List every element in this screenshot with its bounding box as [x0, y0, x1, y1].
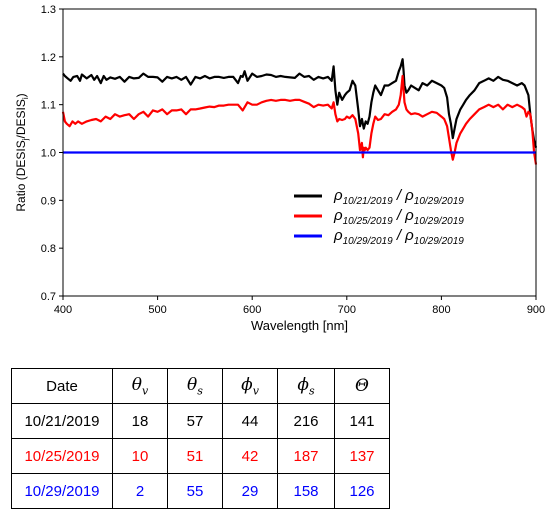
- table-header-3: θs: [167, 368, 223, 404]
- value-cell: 158: [277, 473, 335, 509]
- value-cell: 187: [277, 438, 335, 474]
- y-tick-label: 1.3: [41, 4, 56, 16]
- y-tick-label: 1.1: [41, 100, 56, 112]
- table-header-4: ϕv: [222, 368, 278, 404]
- ratio-line-chart: 400 500 600 700 800 900 0.7 0.8 0.9 1.0 1.1 1.2 1.3…: [14, 4, 545, 333]
- table-row: 10/21/2019 18 57 44 216 141: [11, 403, 390, 439]
- legend-entry-2: ρ10/25/2019 / ρ10/29/2019: [333, 207, 464, 227]
- table-header-2: θv: [112, 368, 168, 404]
- value-cell: 44: [222, 403, 278, 439]
- value-cell: 51: [167, 438, 223, 474]
- series-line-2: [61, 74, 538, 165]
- value-cell: 137: [334, 438, 390, 474]
- table-row: 10/25/2019 10 51 42 187 137: [11, 438, 390, 474]
- table-header-1: Date: [11, 368, 113, 404]
- y-tick-label: 0.7: [41, 291, 56, 303]
- date-cell: 10/25/2019: [11, 438, 113, 474]
- date-cell: 10/21/2019: [11, 403, 113, 439]
- x-tick-label: 400: [54, 304, 72, 316]
- series-line-1: [62, 58, 538, 148]
- value-cell: 29: [222, 473, 278, 509]
- legend-entry-1: ρ10/21/2019 / ρ10/29/2019: [333, 187, 464, 207]
- value-cell: 126: [334, 473, 390, 509]
- y-tick-label: 0.8: [41, 243, 56, 255]
- y-axis-ticks: 0.7 0.8 0.9 1.0 1.1 1.2 1.3: [41, 4, 63, 303]
- x-axis-ticks: 400 500 600 700 800 900: [54, 296, 545, 316]
- value-cell: 18: [112, 403, 168, 439]
- plot-lines: [61, 58, 538, 165]
- x-tick-label: 500: [148, 304, 166, 316]
- table-body: 10/21/2019 18 57 44 216 141 10/25/2019 10 51 42 18…: [11, 403, 390, 509]
- x-axis-label: Wavelength [nm]: [251, 318, 348, 333]
- value-cell: 2: [112, 473, 168, 509]
- value-cell: 216: [277, 403, 335, 439]
- table-header-row: Date θv θs ϕv ϕs Θ: [11, 368, 390, 404]
- date-cell: 10/29/2019: [11, 473, 113, 509]
- parameter-table: Date θv θs ϕv ϕs Θ 10/21/2019 18 57 44 216 141 10/2…: [11, 368, 390, 509]
- y-tick-label: 1.0: [41, 148, 56, 160]
- value-cell: 57: [167, 403, 223, 439]
- x-tick-label: 800: [432, 304, 450, 316]
- x-tick-label: 600: [243, 304, 261, 316]
- table-header-5: ϕs: [277, 368, 335, 404]
- y-tick-label: 1.2: [41, 52, 56, 64]
- value-cell: 42: [222, 438, 278, 474]
- value-cell: 10: [112, 438, 168, 474]
- y-axis-label: Ratio (DESISj/DESISi): [14, 93, 30, 211]
- table-row: 10/29/2019 2 55 29 158 126: [11, 473, 390, 509]
- value-cell: 55: [167, 473, 223, 509]
- x-tick-label: 900: [527, 304, 545, 316]
- value-cell: 141: [334, 403, 390, 439]
- legend-entry-3: ρ10/29/2019 / ρ10/29/2019: [333, 227, 464, 247]
- y-tick-label: 0.9: [41, 195, 56, 207]
- x-tick-label: 700: [338, 304, 356, 316]
- table-header-6: Θ: [334, 368, 390, 404]
